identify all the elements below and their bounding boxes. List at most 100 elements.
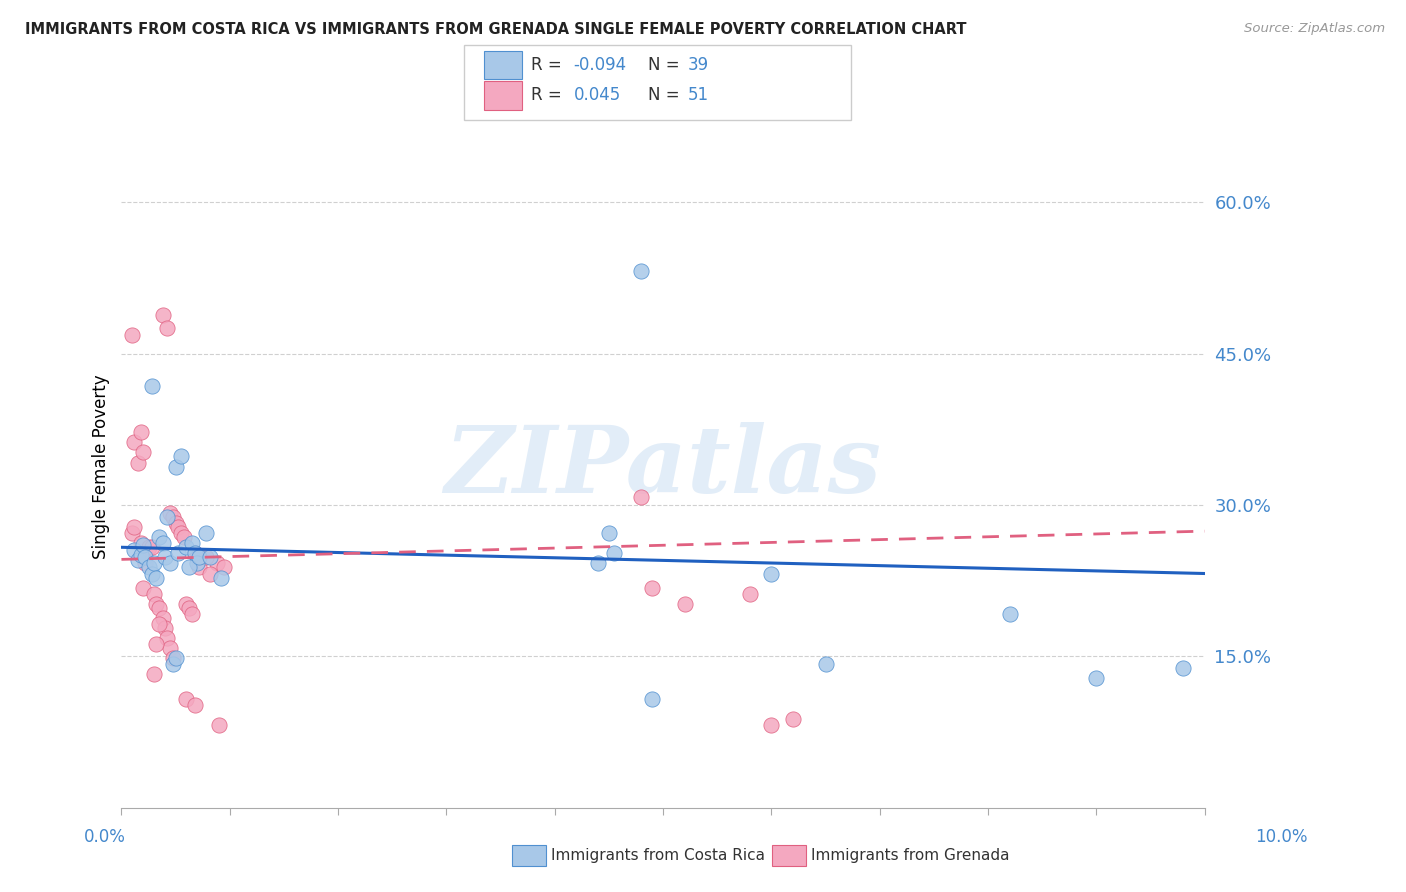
Point — [152, 308, 174, 322]
Point — [162, 651, 184, 665]
Point — [124, 520, 146, 534]
Text: Source: ZipAtlas.com: Source: ZipAtlas.com — [1244, 22, 1385, 36]
Point — [134, 546, 156, 560]
Point — [630, 264, 652, 278]
Point — [177, 560, 200, 574]
Point — [170, 450, 193, 464]
Point — [184, 546, 207, 560]
Point — [641, 581, 664, 595]
Point — [177, 600, 200, 615]
Point — [145, 597, 167, 611]
Point — [200, 550, 222, 565]
Text: Immigrants from Grenada: Immigrants from Grenada — [811, 848, 1010, 863]
Point — [142, 557, 165, 571]
Point — [173, 530, 195, 544]
Point — [186, 557, 208, 571]
Point — [586, 557, 609, 571]
Point — [165, 459, 187, 474]
Text: 51: 51 — [688, 87, 709, 104]
Text: N =: N = — [648, 87, 685, 104]
Point — [176, 691, 198, 706]
Point — [159, 641, 181, 656]
Point — [998, 607, 1021, 621]
Text: Immigrants from Costa Rica: Immigrants from Costa Rica — [551, 848, 765, 863]
Point — [132, 445, 155, 459]
Text: ZIPatlas: ZIPatlas — [444, 422, 882, 512]
Point — [124, 543, 146, 558]
Point — [138, 541, 160, 555]
Point — [141, 541, 163, 555]
Point — [184, 546, 207, 560]
Point — [159, 506, 181, 520]
Point — [180, 607, 202, 621]
Point — [673, 597, 696, 611]
Text: R =: R = — [531, 87, 572, 104]
Point — [134, 557, 156, 571]
Point — [127, 553, 149, 567]
Point — [132, 538, 155, 552]
Point — [129, 549, 152, 563]
Point — [156, 510, 179, 524]
Point — [145, 570, 167, 584]
Point — [214, 560, 236, 574]
Point — [121, 526, 143, 541]
Point — [761, 718, 783, 732]
Point — [132, 581, 155, 595]
Point — [208, 718, 231, 732]
Point — [148, 530, 170, 544]
Point — [782, 712, 804, 726]
Point — [186, 550, 208, 565]
Point — [121, 328, 143, 343]
Point — [630, 490, 652, 504]
Text: 10.0%: 10.0% — [1256, 828, 1308, 846]
Point — [165, 516, 187, 530]
Point — [761, 566, 783, 581]
Point — [153, 621, 176, 635]
Point — [180, 536, 202, 550]
Point — [142, 587, 165, 601]
Point — [170, 526, 193, 541]
Point — [166, 546, 188, 560]
Point — [200, 566, 222, 581]
Point — [134, 550, 156, 565]
Text: 0.045: 0.045 — [574, 87, 621, 104]
Text: R =: R = — [531, 56, 568, 74]
Point — [162, 657, 184, 672]
Point — [166, 520, 188, 534]
Text: 0.0%: 0.0% — [84, 828, 127, 846]
Point — [141, 566, 163, 581]
Point — [124, 435, 146, 450]
Point — [1171, 661, 1194, 675]
Point — [162, 510, 184, 524]
Point — [148, 617, 170, 632]
Point — [738, 587, 761, 601]
Point — [205, 557, 228, 571]
Point — [184, 698, 207, 712]
Point — [148, 600, 170, 615]
Text: N =: N = — [648, 56, 685, 74]
Point — [1085, 672, 1108, 686]
Point — [176, 541, 198, 555]
Text: 39: 39 — [688, 56, 709, 74]
Point — [142, 667, 165, 681]
Point — [641, 691, 664, 706]
Point — [194, 526, 217, 541]
Point — [814, 657, 837, 672]
Point — [129, 536, 152, 550]
Text: IMMIGRANTS FROM COSTA RICA VS IMMIGRANTS FROM GRENADA SINGLE FEMALE POVERTY CORR: IMMIGRANTS FROM COSTA RICA VS IMMIGRANTS… — [25, 22, 967, 37]
Y-axis label: Single Female Poverty: Single Female Poverty — [93, 375, 110, 559]
Point — [165, 651, 187, 665]
Point — [194, 550, 217, 565]
Point — [138, 560, 160, 574]
Point — [176, 597, 198, 611]
Point — [145, 637, 167, 651]
Point — [129, 425, 152, 440]
Point — [141, 379, 163, 393]
Point — [159, 557, 181, 571]
Point — [209, 570, 232, 584]
Point — [127, 456, 149, 470]
Point — [156, 631, 179, 645]
Point — [156, 321, 179, 335]
Text: -0.094: -0.094 — [574, 56, 627, 74]
Point — [152, 536, 174, 550]
